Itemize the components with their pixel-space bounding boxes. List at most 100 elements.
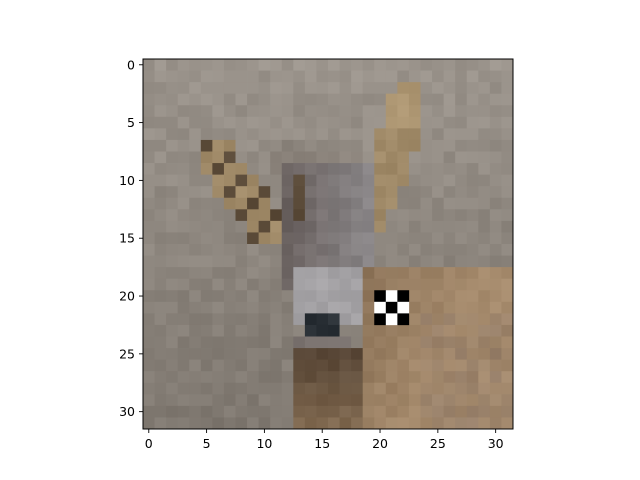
pixel: [385, 59, 398, 71]
pixel: [408, 197, 421, 210]
pixel: [189, 232, 202, 245]
pixel: [304, 93, 317, 106]
pixel: [455, 186, 468, 199]
pixel: [397, 371, 410, 384]
pixel: [362, 116, 375, 129]
pixel: [466, 151, 479, 164]
pixel: [501, 324, 514, 337]
pixel: [489, 301, 502, 314]
y-tick-label: 10: [119, 173, 135, 188]
pixel: [374, 151, 387, 164]
pixel: [223, 82, 236, 95]
pixel: [339, 371, 352, 384]
pixel: [385, 417, 398, 430]
pixel: [154, 244, 167, 256]
pixel: [489, 197, 502, 210]
pixel: [281, 371, 294, 384]
pixel: [374, 128, 387, 141]
pixel: [432, 255, 445, 268]
pixel: [258, 82, 271, 95]
patch-cell: [374, 313, 387, 326]
pixel: [281, 405, 294, 418]
pixel: [478, 359, 491, 372]
pixel: [270, 70, 283, 83]
pixel: [501, 348, 514, 361]
pixel: [385, 186, 398, 199]
pixel: [223, 417, 236, 430]
pixel: [200, 267, 213, 280]
pixel: [304, 70, 317, 83]
pixel: [420, 93, 433, 106]
pixel: [247, 382, 260, 395]
pixel: [189, 82, 202, 95]
x-tick-label: 20: [372, 436, 388, 451]
pixel: [489, 382, 502, 395]
pixel: [177, 382, 190, 395]
y-tick-label: 20: [119, 289, 135, 304]
pixel: [489, 186, 502, 199]
pixel: [223, 290, 236, 303]
pixel: [258, 267, 271, 280]
pixel: [443, 290, 456, 303]
pixel: [478, 290, 491, 303]
pixel: [408, 163, 421, 176]
pixel: [177, 139, 190, 152]
pixel: [223, 93, 236, 106]
pixel: [143, 197, 155, 210]
pixel: [304, 405, 317, 418]
pixel: [270, 139, 283, 152]
pixel: [432, 139, 445, 152]
pixel: [408, 105, 421, 118]
pixel: [443, 70, 456, 83]
pixel: [489, 405, 502, 418]
pixel: [154, 209, 167, 222]
pixel: [466, 255, 479, 268]
pixel: [339, 128, 352, 141]
pixel: [177, 290, 190, 303]
pixel: [270, 232, 283, 245]
pixel: [304, 163, 317, 176]
pixel: [455, 93, 468, 106]
pixel: [235, 324, 248, 337]
pixel: [212, 232, 225, 245]
pixel: [362, 394, 375, 407]
pixel: [385, 163, 398, 176]
pixel: [351, 359, 364, 372]
pixel: [281, 82, 294, 95]
pixel: [455, 290, 468, 303]
pixel: [154, 394, 167, 407]
pixel: [478, 371, 491, 384]
pixel: [270, 209, 283, 222]
pixel: [247, 220, 260, 233]
pixel: [189, 209, 202, 222]
pixel: [281, 382, 294, 395]
pixel: [374, 255, 387, 268]
pixel: [247, 405, 260, 418]
pixel: [177, 82, 190, 95]
pixel: [432, 301, 445, 314]
pixel: [351, 394, 364, 407]
pixel: [328, 220, 340, 233]
pixel: [432, 59, 445, 71]
pixel: [432, 313, 445, 326]
pixel: [455, 244, 468, 256]
pixel: [154, 70, 167, 83]
pixel: [408, 255, 421, 268]
pixel: [443, 313, 456, 326]
pixel: [143, 348, 155, 361]
pixel: [385, 336, 398, 349]
pixel: [223, 186, 236, 199]
pixel: [212, 59, 225, 71]
pixel: [143, 371, 155, 384]
pixel: [247, 267, 260, 280]
pixel: [166, 232, 179, 245]
pixel: [408, 128, 421, 141]
pixel: [223, 348, 236, 361]
pixel: [374, 371, 387, 384]
pixel: [455, 70, 468, 83]
pixel: [420, 186, 433, 199]
pixel: [478, 209, 491, 222]
pixel: [166, 405, 179, 418]
pixel: [247, 174, 260, 187]
pixel: [466, 139, 479, 152]
